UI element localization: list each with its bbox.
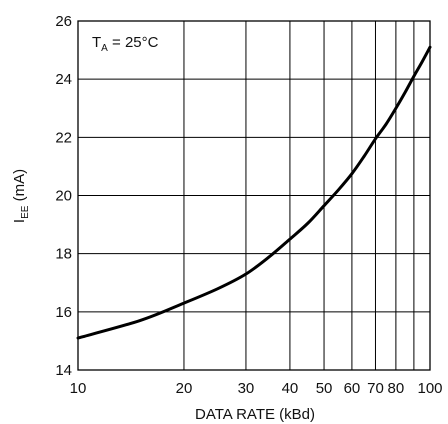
x-tick-label: 100 bbox=[417, 380, 442, 397]
y-tick-label: 18 bbox=[55, 246, 72, 263]
x-tick-label: 60 bbox=[344, 380, 361, 397]
x-tick-label: 80 bbox=[388, 380, 405, 397]
grid bbox=[77, 20, 431, 371]
y-axis-label-unit: (mA) bbox=[11, 169, 28, 206]
x-tick-label: 40 bbox=[282, 380, 299, 397]
y-tick-label: 24 bbox=[55, 71, 72, 88]
series-group bbox=[76, 45, 432, 340]
x-tick-label: 70 bbox=[367, 380, 384, 397]
x-axis-label: DATA RATE (kBd) bbox=[195, 406, 315, 423]
x-tick-labels: 10 20 30 40 50 60 70 80 100 bbox=[70, 380, 443, 397]
y-axis-label: IEE (mA) bbox=[11, 169, 31, 223]
x-tick-label: 20 bbox=[176, 380, 193, 397]
y-axis-label-sub: EE bbox=[20, 205, 31, 219]
y-tick-label: 26 bbox=[55, 13, 72, 30]
x-tick-label: 50 bbox=[316, 380, 333, 397]
annotation: TA = 25°C bbox=[92, 34, 159, 54]
x-tick-label: 10 bbox=[70, 380, 87, 397]
plot-frame bbox=[77, 20, 431, 371]
y-tick-label: 22 bbox=[55, 129, 72, 146]
y-tick-labels: 14 16 18 20 22 24 26 bbox=[55, 13, 72, 379]
y-tick-label: 14 bbox=[55, 362, 72, 379]
series-line bbox=[76, 45, 432, 340]
x-tick-label: 30 bbox=[238, 380, 255, 397]
y-tick-label: 16 bbox=[55, 304, 72, 321]
annotation-sub: A bbox=[101, 43, 108, 54]
y-tick-label: 20 bbox=[55, 188, 72, 205]
annotation-main: T bbox=[92, 34, 101, 51]
y-axis-label-main: I bbox=[11, 219, 28, 223]
annotation-rest: = 25°C bbox=[108, 34, 159, 51]
